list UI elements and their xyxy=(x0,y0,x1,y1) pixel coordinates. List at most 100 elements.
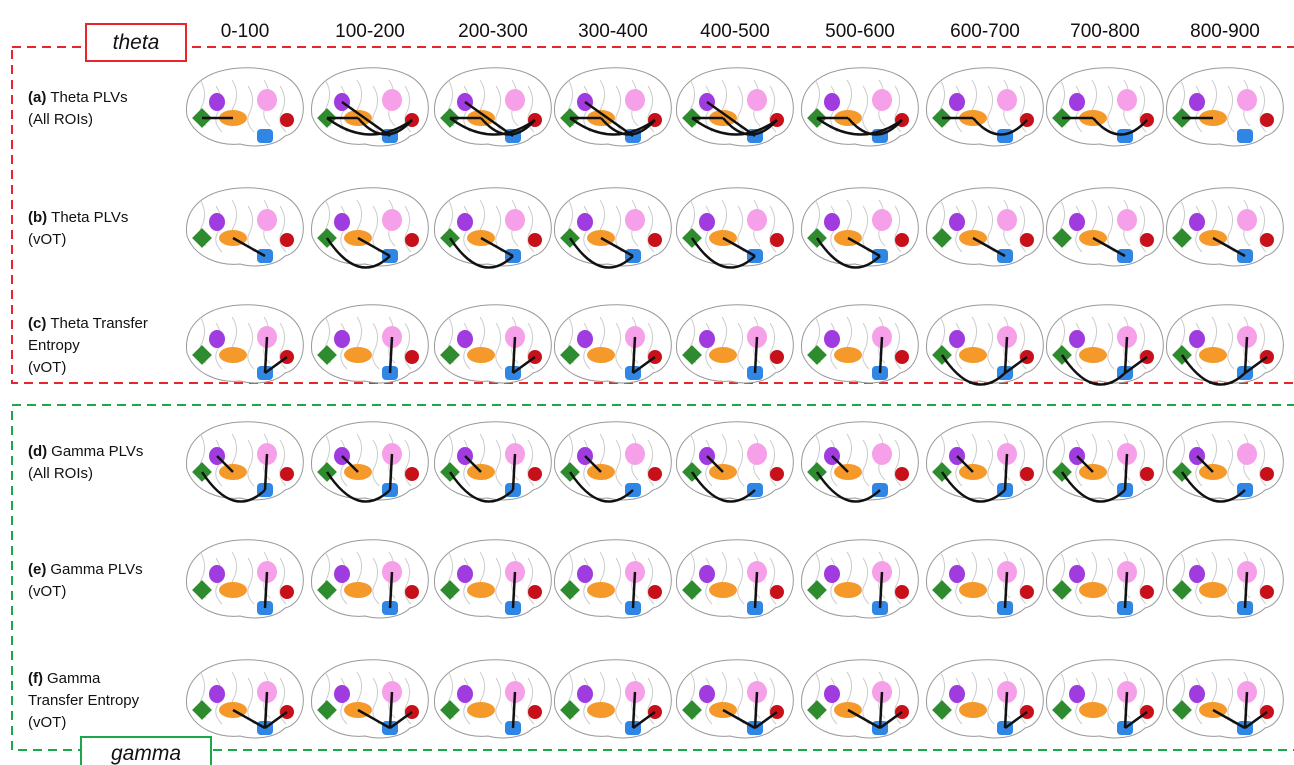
brain-outline xyxy=(927,305,1044,383)
roi xyxy=(949,330,965,348)
roi xyxy=(257,89,277,111)
brain-outline xyxy=(555,188,672,266)
roi xyxy=(997,209,1017,231)
roi xyxy=(1189,565,1205,583)
roi xyxy=(997,89,1017,111)
theta-label: theta xyxy=(113,31,160,54)
roi xyxy=(625,209,645,231)
roi xyxy=(834,347,862,363)
roi xyxy=(959,702,987,718)
brain-outline xyxy=(187,540,304,618)
roi xyxy=(344,582,372,598)
brain-outline xyxy=(187,188,304,266)
roi xyxy=(834,582,862,598)
column-header: 100-200 xyxy=(335,21,405,42)
brain-outline xyxy=(555,422,672,500)
figure: theta gamma 0-100100-200200-300300-40040… xyxy=(0,0,1294,765)
roi xyxy=(280,113,294,127)
brain-outline xyxy=(677,660,794,738)
row-tag: (e) xyxy=(28,561,46,578)
roi xyxy=(949,93,965,111)
roi xyxy=(747,443,767,465)
roi xyxy=(1140,585,1154,599)
brain-outline xyxy=(927,422,1044,500)
brain-outline xyxy=(555,660,672,738)
brain-outline xyxy=(677,422,794,500)
brain xyxy=(802,660,919,738)
roi xyxy=(405,467,419,481)
brain-outline xyxy=(187,305,304,383)
roi xyxy=(709,582,737,598)
brain-outline xyxy=(435,540,552,618)
brain xyxy=(802,422,919,502)
brain-outline xyxy=(927,68,1044,146)
brain xyxy=(1047,540,1164,618)
roi xyxy=(770,585,784,599)
brain xyxy=(435,305,552,383)
brain xyxy=(927,305,1044,385)
brain-outline xyxy=(677,305,794,383)
roi xyxy=(467,582,495,598)
roi xyxy=(1117,89,1137,111)
brain-outline xyxy=(1047,305,1164,383)
roi xyxy=(648,585,662,599)
roi xyxy=(457,685,473,703)
roi xyxy=(895,233,909,247)
roi xyxy=(770,233,784,247)
roi xyxy=(209,93,225,111)
brain xyxy=(802,540,919,618)
row-label: (c)Theta Transfer xyxy=(28,315,148,332)
brain-outline xyxy=(312,540,429,618)
roi xyxy=(334,685,350,703)
brain xyxy=(1167,188,1284,266)
brain-outline xyxy=(802,660,919,738)
roi xyxy=(747,209,767,231)
brain xyxy=(927,68,1044,146)
brain-outline xyxy=(802,540,919,618)
roi xyxy=(1140,467,1154,481)
brain-outline xyxy=(187,68,304,146)
roi xyxy=(382,89,402,111)
brain-outline xyxy=(1167,305,1284,383)
brain-outline xyxy=(1047,68,1164,146)
roi xyxy=(257,129,273,143)
row-tag: (f) xyxy=(28,670,43,687)
roi xyxy=(209,685,225,703)
row-label: (f)Gamma xyxy=(28,670,101,687)
roi xyxy=(872,89,892,111)
brain xyxy=(312,305,429,383)
brain-outline xyxy=(1167,422,1284,500)
roi xyxy=(895,467,909,481)
roi xyxy=(625,89,645,111)
brain xyxy=(312,660,429,738)
row-tag: (a) xyxy=(28,89,46,106)
brain xyxy=(435,660,552,738)
roi xyxy=(334,565,350,583)
brain-outline xyxy=(187,660,304,738)
row-text: Gamma PLVs xyxy=(50,561,142,578)
brain xyxy=(677,188,794,268)
roi xyxy=(577,565,593,583)
row-tag: (b) xyxy=(28,209,47,226)
roi xyxy=(1189,93,1205,111)
brain-outline xyxy=(435,660,552,738)
brain-outline xyxy=(927,540,1044,618)
roi xyxy=(405,585,419,599)
roi xyxy=(895,350,909,364)
brain xyxy=(187,540,304,618)
roi xyxy=(344,347,372,363)
roi xyxy=(1260,233,1274,247)
brain-outline xyxy=(1167,540,1284,618)
roi xyxy=(1069,213,1085,231)
roi xyxy=(709,347,737,363)
column-header: 300-400 xyxy=(578,21,648,42)
brain xyxy=(187,188,304,266)
row-label-line: (vOT) xyxy=(28,714,66,731)
brain-outline xyxy=(1167,188,1284,266)
brain xyxy=(927,422,1044,502)
brain xyxy=(677,660,794,738)
roi xyxy=(1079,702,1107,718)
roi xyxy=(824,685,840,703)
brain xyxy=(677,68,794,146)
roi xyxy=(209,330,225,348)
